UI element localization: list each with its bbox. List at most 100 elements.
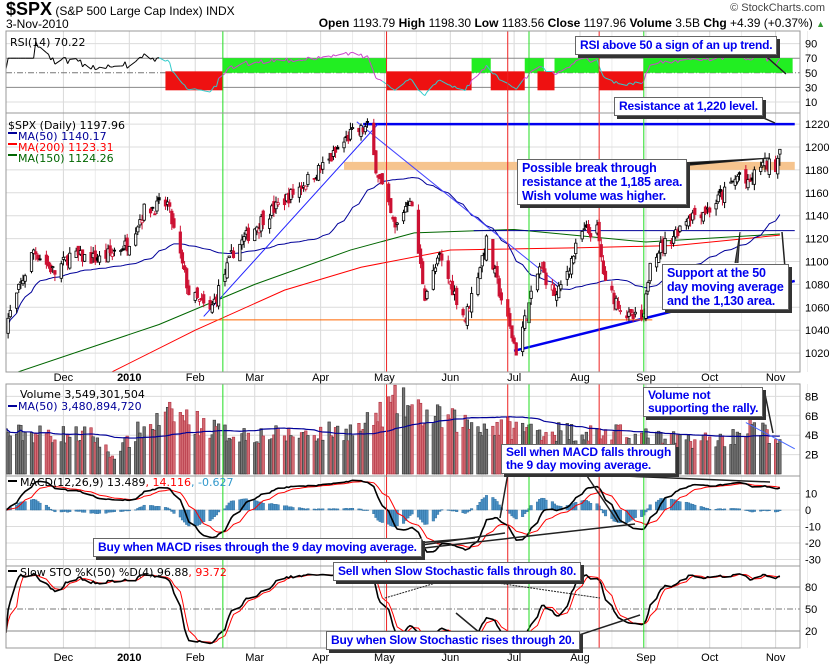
- rsi-line-segment: [677, 60, 681, 63]
- rsi-line-segment: [105, 64, 109, 69]
- rsi-line-segment: [688, 58, 691, 61]
- candle-body: [182, 265, 187, 271]
- rsi-line-segment: [471, 74, 479, 81]
- note-line: Possible break through: [522, 161, 657, 175]
- volume-bar: [8, 435, 12, 475]
- quote-summary: Open 1193.79 High 1198.30 Low 1183.56 Cl…: [319, 17, 825, 31]
- rsi-line-segment: [605, 77, 613, 81]
- rsi-line-segment: [418, 89, 421, 92]
- candle-body: [316, 165, 321, 181]
- candle-body: [195, 287, 199, 298]
- rsi-line-segment: [409, 78, 413, 81]
- candle-body: [59, 263, 63, 279]
- volume-tick-label: 8B: [805, 391, 818, 403]
- volume-label: Volume: [629, 16, 672, 30]
- rsi-tick-label: 70: [805, 53, 817, 65]
- month-tick-label: Nov: [766, 652, 786, 664]
- rsi-line-segment: [248, 62, 255, 67]
- price-tick-label: 1080: [805, 279, 829, 291]
- volume-bar: [231, 436, 236, 475]
- up-arrow-icon: ▲: [816, 19, 825, 29]
- volume-bar: [97, 446, 102, 475]
- month-tick-label: May: [374, 372, 395, 384]
- candle-body: [333, 147, 338, 153]
- macd-histogram-bar: [455, 509, 459, 512]
- candle-body: [134, 233, 138, 246]
- volume-bar: [127, 447, 131, 475]
- note-line: supporting the rally.: [648, 401, 759, 415]
- note-line: the 9 day moving average.: [506, 458, 652, 472]
- note-line: Wish volume was higher.: [522, 189, 666, 203]
- candle-body: [510, 325, 514, 339]
- rsi-line-segment: [301, 59, 304, 62]
- candle-body: [410, 201, 414, 207]
- candle-body: [125, 237, 129, 252]
- rsi-line-segment: [382, 80, 389, 87]
- month-tick-label: 2010: [117, 372, 141, 384]
- rsi-line-segment: [673, 59, 676, 62]
- macd-histogram-bar: [778, 509, 782, 511]
- rsi-line-segment: [258, 59, 262, 64]
- candle-body: [110, 252, 114, 257]
- rsi-line-segment: [165, 59, 168, 62]
- macd-line: [6, 479, 781, 553]
- month-tick-label: Aug: [570, 652, 590, 664]
- rsi-line-segment: [658, 60, 662, 64]
- pointer-support-ma: [734, 231, 741, 264]
- sto-pane: [6, 572, 781, 646]
- candle-body: [210, 304, 214, 313]
- rsi-line-segment: [603, 76, 606, 79]
- rsi-line-segment: [662, 60, 666, 64]
- rsi-line-segment: [456, 87, 464, 91]
- candle-body: [737, 172, 742, 175]
- rsi-line-segment: [79, 59, 84, 67]
- month-tick-label: Mar: [245, 372, 264, 384]
- candle-body: [170, 210, 174, 225]
- candle-body: [678, 225, 682, 232]
- macd-histogram-bar: [365, 509, 369, 511]
- rsi-line-segment: [715, 55, 719, 59]
- candle-body: [552, 287, 557, 296]
- rsi-line-segment: [211, 85, 215, 90]
- month-tick-label: Sep: [636, 372, 656, 384]
- rsi-line-segment: [245, 60, 249, 66]
- rsi-line-segment: [568, 64, 572, 68]
- rsi-line-segment: [664, 60, 672, 64]
- rsi-line-segment: [448, 84, 451, 86]
- candle-body: [372, 122, 376, 156]
- candle-body: [508, 313, 512, 327]
- rsi-line-segment: [375, 77, 379, 80]
- rsi-line-segment: [630, 82, 634, 86]
- macd-histogram-bar: [589, 503, 593, 511]
- volume-bar: [157, 425, 161, 475]
- candle-body: [633, 311, 637, 315]
- candle-body: [329, 152, 333, 162]
- candle-body: [389, 198, 393, 213]
- candle-body: [8, 310, 12, 318]
- rsi-line-segment: [224, 69, 228, 74]
- rsi-line-segment: [694, 58, 702, 62]
- note-resistance: Resistance at 1,220 level.: [614, 97, 763, 116]
- candle-body: [23, 275, 27, 282]
- rsi-line-segment: [441, 80, 449, 86]
- rsi-line-segment: [158, 57, 166, 62]
- candle-body: [767, 158, 771, 175]
- rsi-line-segment: [522, 77, 526, 81]
- candle-body: [363, 126, 367, 133]
- candle-body: [231, 250, 236, 259]
- candle-body: [401, 212, 406, 222]
- candle-body: [387, 183, 391, 203]
- rsi-line-segment: [171, 70, 175, 74]
- candle-body: [304, 185, 308, 190]
- rsi-line-segment: [396, 83, 404, 89]
- ma200-label: MA(200) 1123.31: [18, 141, 114, 154]
- rsi-line-segment: [182, 83, 185, 86]
- month-tick-label: Mar: [245, 652, 264, 664]
- rsi-line-segment: [52, 57, 56, 65]
- ma200-legend-swatch: [8, 143, 17, 145]
- rsi-tick-label: 50: [805, 68, 817, 80]
- candle-body: [693, 207, 697, 215]
- candle-body: [718, 188, 722, 194]
- candle-body: [465, 306, 469, 326]
- candle-body: [276, 202, 280, 206]
